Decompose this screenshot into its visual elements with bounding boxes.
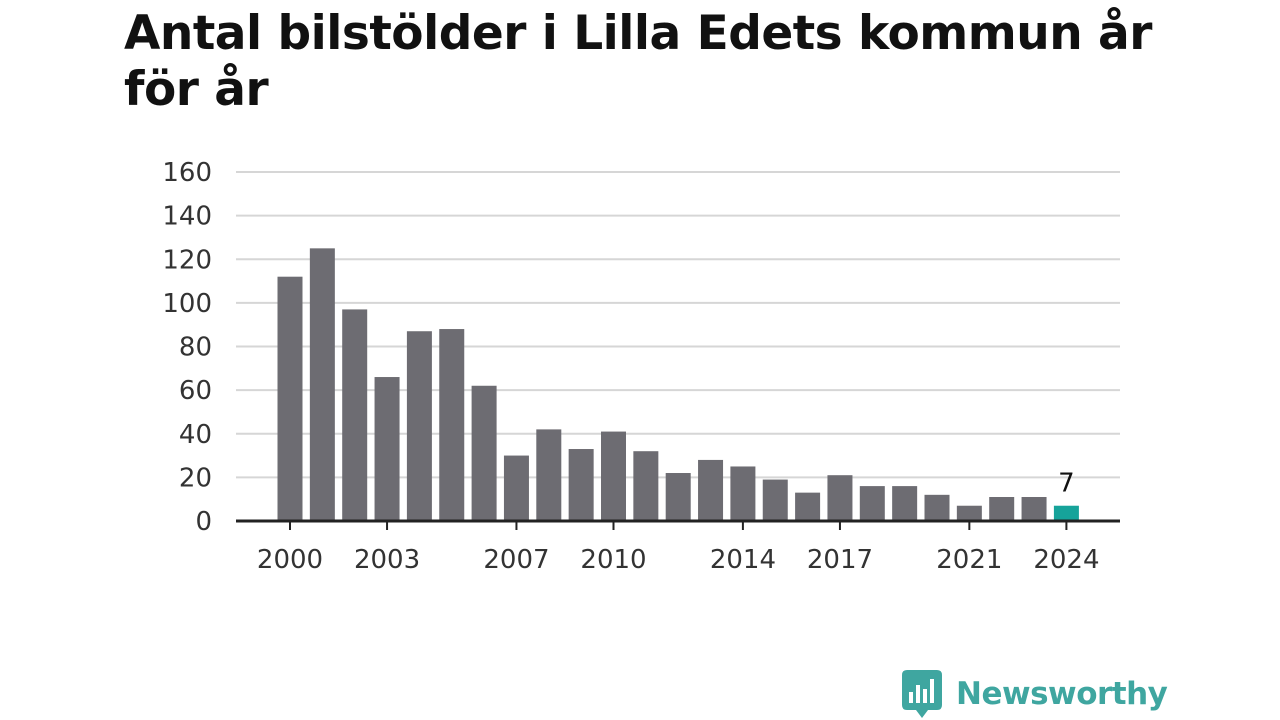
bar-2017 — [827, 475, 853, 521]
data-label-2024: 7 — [1058, 469, 1075, 499]
x-tick-label: 2024 — [1033, 545, 1099, 575]
y-tick-label: 120 — [162, 245, 212, 275]
bar-2010 — [601, 431, 626, 521]
bar-2001 — [309, 248, 335, 521]
x-axis — [236, 519, 1120, 530]
bar-2002 — [342, 309, 368, 521]
brand-name: Newsworthy — [956, 676, 1168, 712]
x-tick-label: 2017 — [807, 545, 873, 575]
y-tick-label: 140 — [162, 202, 212, 232]
bar-2022 — [989, 497, 1015, 521]
x-tick-label: 2003 — [354, 545, 420, 575]
y-tick-label: 20 — [179, 463, 212, 493]
bar-2012 — [665, 473, 691, 521]
bar-2015 — [762, 479, 788, 521]
y-tick-label: 160 — [162, 158, 212, 188]
newsworthy-logo: Newsworthy — [902, 670, 1168, 718]
y-tick-label: 0 — [195, 507, 212, 537]
x-tick-label: 2007 — [483, 545, 549, 575]
bar-2016 — [795, 492, 821, 521]
y-tick-label: 40 — [179, 420, 212, 450]
x-tick-label: 2021 — [936, 545, 1002, 575]
x-axis-labels: 2000 2003 2007 2010 2014 2017 2021 2024 — [257, 545, 1100, 575]
bar-2014 — [730, 466, 756, 521]
bar-2024 — [1053, 505, 1079, 521]
bar-2005 — [439, 329, 465, 521]
y-tick-label: 80 — [179, 333, 212, 363]
bar-2008 — [536, 429, 562, 521]
data-labels: 7 — [1058, 469, 1075, 499]
y-axis-labels: 0 20 40 60 80 100 120 140 160 — [162, 158, 212, 537]
bar-2009 — [568, 449, 594, 521]
bar-2018 — [859, 486, 885, 521]
bar-2019 — [892, 486, 918, 521]
newsworthy-logo-icon — [902, 670, 942, 718]
chart-title: Antal bilstölder i Lilla Edets kommun år… — [124, 6, 1152, 117]
bar-2007 — [503, 455, 529, 521]
bar-2013 — [698, 459, 724, 521]
y-tick-label: 60 — [179, 376, 212, 406]
bar-2000 — [277, 276, 303, 521]
bar-2020 — [924, 494, 950, 521]
gridlines — [236, 171, 1120, 479]
y-tick-label: 100 — [162, 289, 212, 319]
x-tick-label: 2000 — [257, 545, 323, 575]
bar-2023 — [1021, 497, 1047, 521]
bar-2003 — [374, 377, 400, 521]
bar-2004 — [406, 331, 432, 521]
bar-2021 — [956, 505, 982, 521]
bars — [277, 248, 1079, 521]
bar-2011 — [633, 451, 659, 521]
bar-2006 — [471, 385, 497, 521]
x-tick-label: 2010 — [580, 545, 646, 575]
x-tick-label: 2014 — [710, 545, 776, 575]
